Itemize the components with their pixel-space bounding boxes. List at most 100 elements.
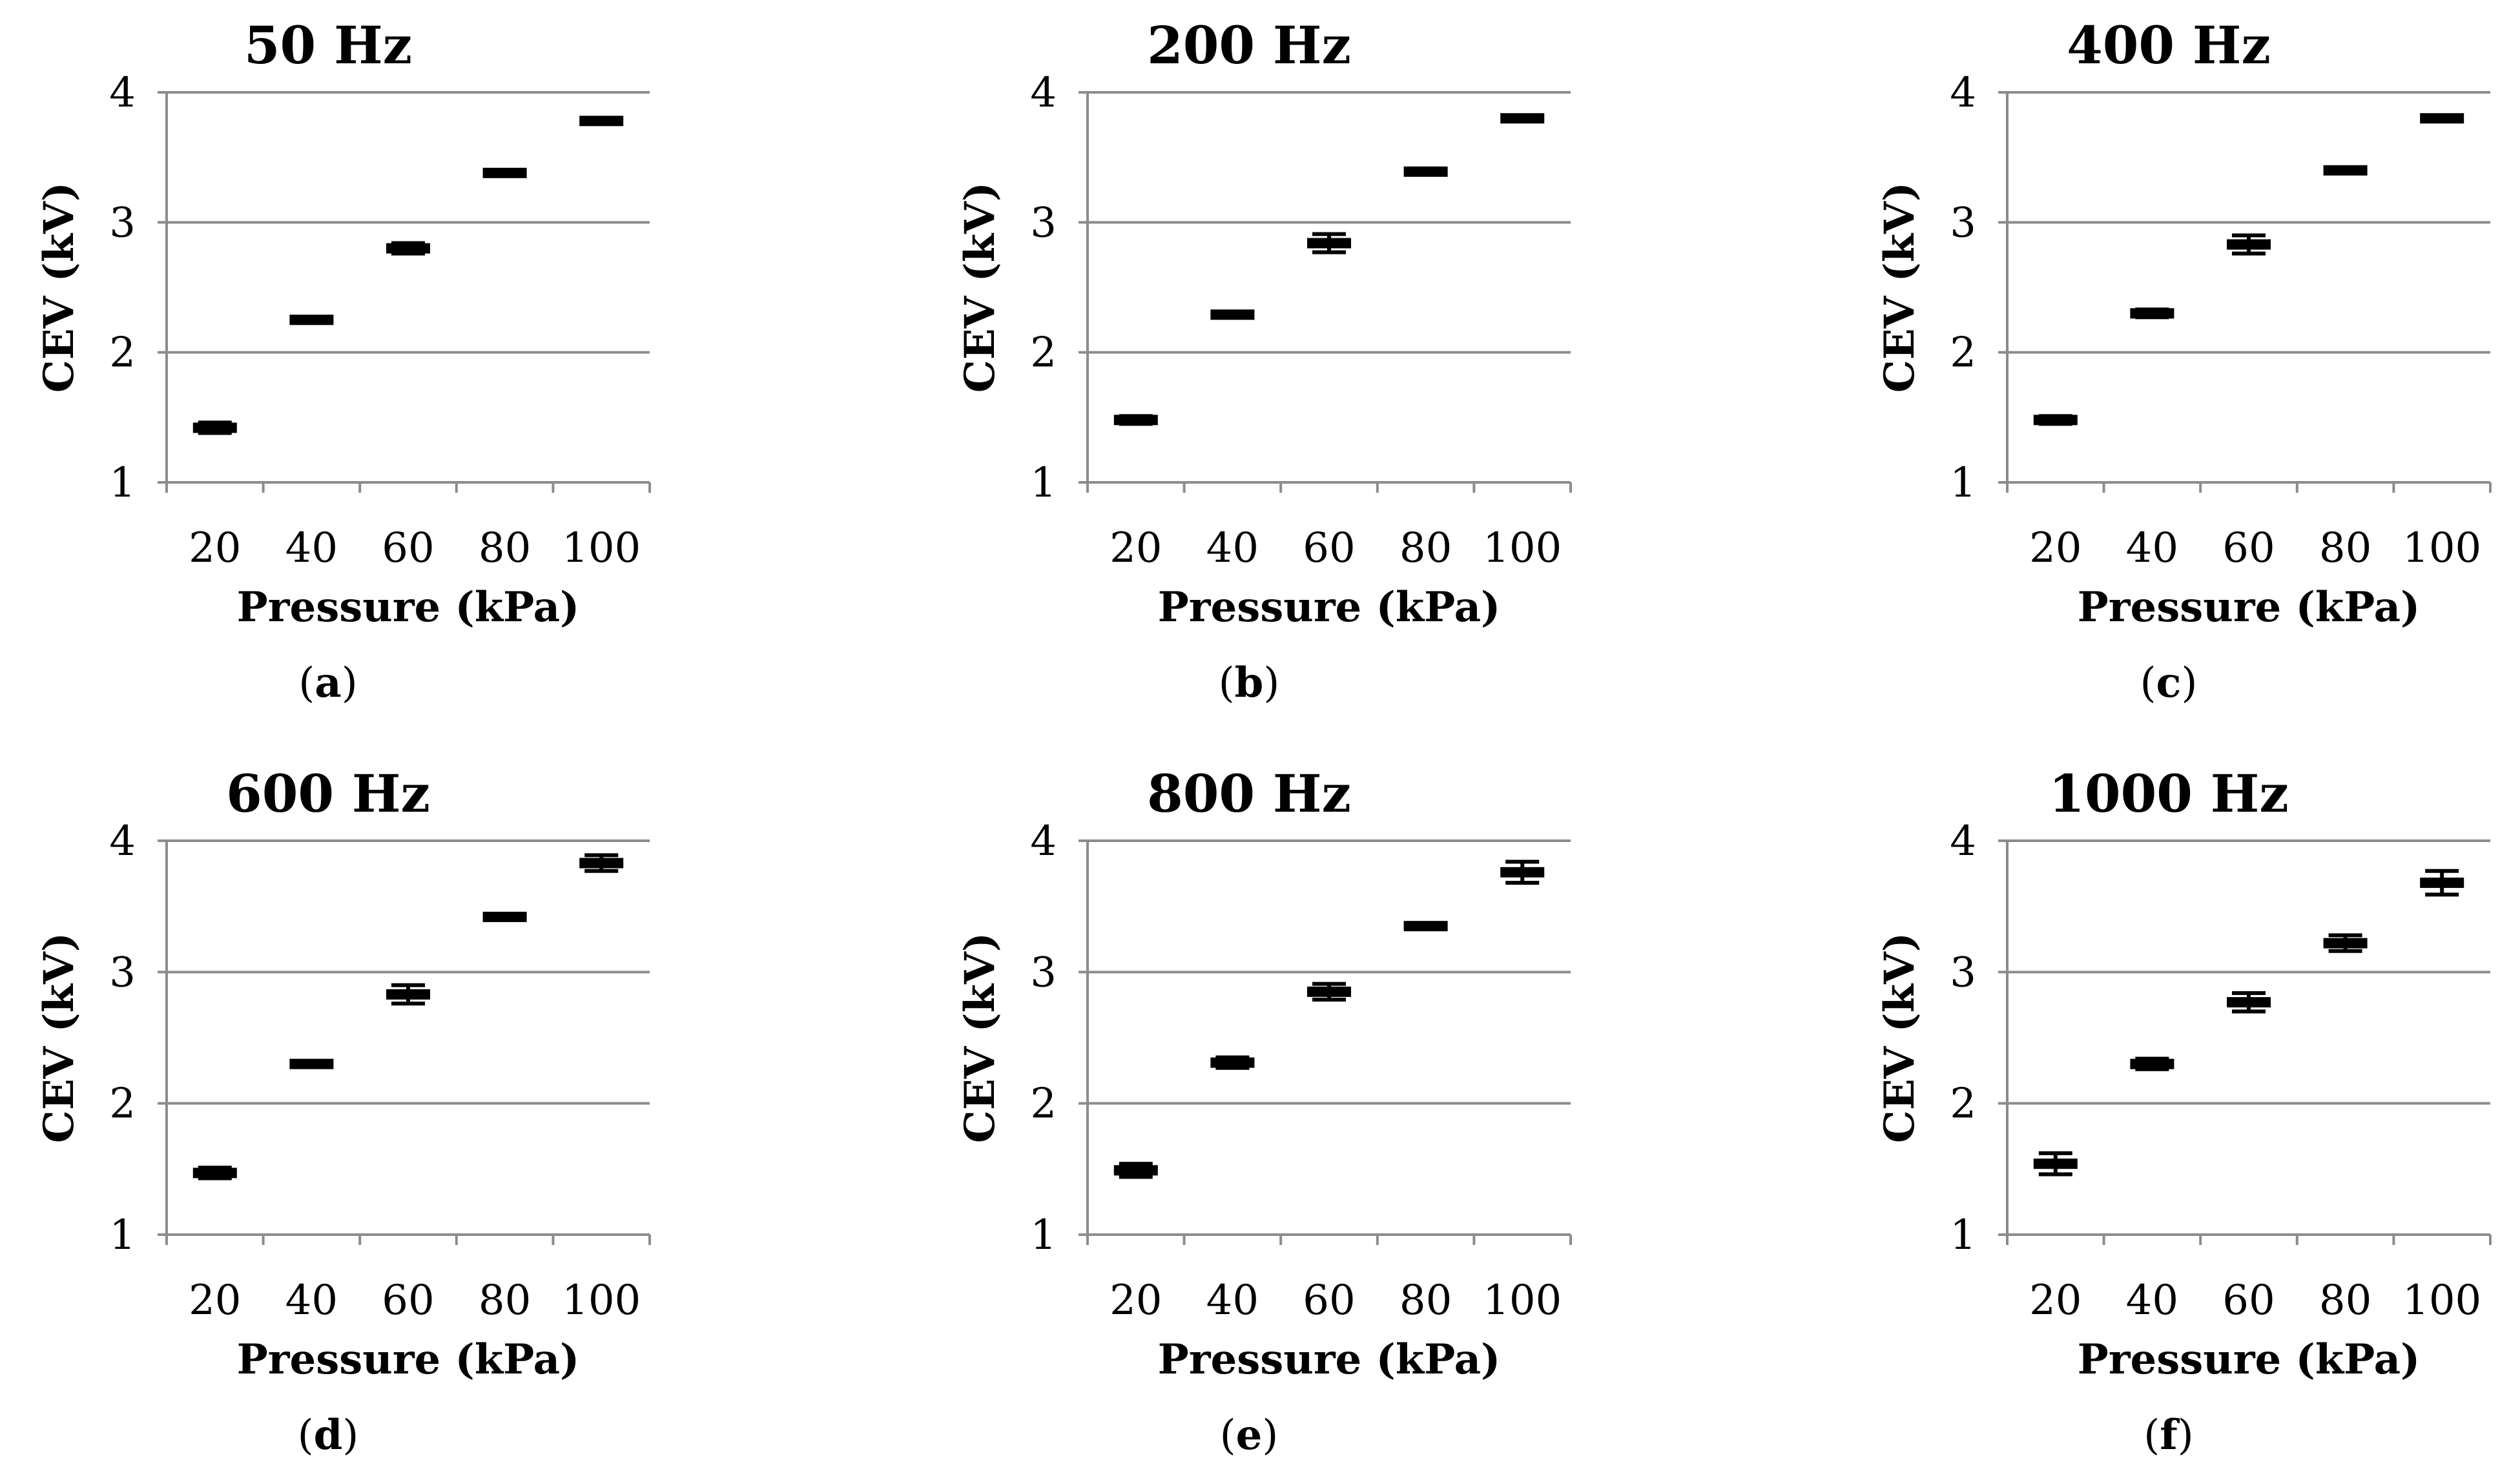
data-point	[2227, 239, 2271, 250]
data-point	[386, 243, 430, 254]
data-point	[2323, 938, 2368, 949]
y-tick-label: 1	[1030, 459, 1057, 507]
x-tick-label: 20	[189, 1277, 241, 1324]
data-point	[1403, 166, 1448, 177]
x-tick-label: 100	[2402, 1277, 2481, 1324]
panel-caption: (f)	[2143, 1411, 2193, 1459]
data-point	[1210, 309, 1255, 320]
y-tick-label: 2	[1030, 1080, 1057, 1128]
y-tick-label: 4	[109, 818, 136, 865]
panel-title: 200 Hz	[1147, 15, 1351, 76]
y-tick-label: 3	[1030, 949, 1057, 996]
panel-caption: (b)	[1219, 659, 1280, 707]
x-tick-label: 40	[285, 1277, 338, 1324]
x-tick-label: 40	[2126, 1277, 2178, 1324]
x-tick-label: 40	[2126, 524, 2178, 572]
data-point	[2033, 415, 2078, 426]
y-axis-title: CEV (kV)	[956, 932, 1004, 1143]
panel-caption: (a)	[298, 659, 357, 707]
y-axis-title: CEV (kV)	[35, 932, 83, 1143]
chart-panel-c: 400 Hz 1 2 3 4 20 40 60 80 100 Pressure (kPa) CEV (…	[1875, 15, 2492, 707]
x-tick-label: 40	[285, 524, 338, 572]
data-point	[1113, 1165, 1158, 1176]
y-tick-label: 2	[1030, 329, 1057, 377]
x-tick-label: 80	[479, 524, 531, 572]
y-tick-label: 1	[109, 459, 136, 507]
chart-panel-a: 50 Hz 1 2 3 4 20 40 60 80 100 Pressure (kPa) CEV (k…	[35, 15, 651, 707]
data-point	[2420, 878, 2464, 889]
y-tick-label: 2	[1950, 1080, 1976, 1128]
y-tick-label: 1	[1950, 459, 1976, 507]
data-point	[1307, 986, 1351, 997]
data-point	[289, 1058, 334, 1069]
data-point	[1113, 415, 1158, 426]
panel-caption: (e)	[1220, 1411, 1279, 1459]
data-point	[482, 167, 527, 178]
data-point	[482, 911, 527, 922]
x-tick-label: 20	[1110, 524, 1162, 572]
x-tick-label: 60	[382, 524, 434, 572]
data-point	[2227, 997, 2271, 1008]
x-tick-label: 60	[382, 1277, 434, 1324]
panel-title: 1000 Hz	[2049, 763, 2289, 824]
x-tick-label: 60	[2222, 524, 2275, 572]
y-tick-label: 4	[109, 69, 136, 117]
chart-panel-b: 200 Hz 1 2 3 4 20 40 60 80 100 Pressure (kPa) CEV (…	[956, 15, 1572, 707]
data-point	[2130, 308, 2174, 319]
data-point	[2420, 113, 2464, 124]
y-tick-label: 1	[109, 1211, 136, 1259]
data-point	[2033, 1158, 2078, 1169]
x-tick-label: 100	[562, 1277, 641, 1324]
x-tick-label: 80	[479, 1277, 531, 1324]
x-tick-label: 20	[1110, 1277, 1162, 1324]
data-point	[1210, 1057, 1255, 1068]
y-axis-title: CEV (kV)	[1875, 932, 1924, 1143]
y-axis-title: CEV (kV)	[956, 182, 1004, 393]
panel-title: 800 Hz	[1147, 763, 1351, 824]
y-tick-label: 3	[1950, 199, 1976, 247]
y-tick-label: 3	[109, 949, 136, 996]
x-tick-label: 40	[1206, 1277, 1259, 1324]
chart-panel-f: 1000 Hz 1 2 3 4 20 40 60 80 100 Pressure (kPa) CEV …	[1875, 763, 2492, 1459]
data-point	[1403, 921, 1448, 932]
y-tick-label: 2	[109, 1080, 136, 1128]
x-tick-label: 20	[189, 524, 241, 572]
x-tick-label: 20	[2029, 524, 2081, 572]
chart-panel-e: 800 Hz 1 2 3 4 20 40 60 80 100 Pressure (kPa) CEV (…	[956, 763, 1572, 1459]
y-tick-label: 2	[1950, 329, 1976, 377]
x-axis-title: Pressure (kPa)	[1158, 1335, 1501, 1384]
panel-caption: (c)	[2140, 659, 2198, 707]
data-point	[289, 314, 334, 325]
panel-caption: (d)	[298, 1411, 359, 1459]
chart-panel-d: 600 Hz 1 2 3 4 20 40 60 80 100 Pressure (kPa) CEV (…	[35, 763, 651, 1459]
y-tick-label: 4	[1030, 818, 1057, 865]
panel-title: 400 Hz	[2067, 15, 2271, 76]
x-axis-title: Pressure (kPa)	[2078, 1335, 2421, 1384]
x-tick-label: 100	[562, 524, 641, 572]
data-point	[192, 422, 237, 433]
y-axis-title: CEV (kV)	[1875, 182, 1924, 393]
x-axis-title: Pressure (kPa)	[237, 1335, 580, 1384]
data-point	[1500, 113, 1545, 124]
x-tick-label: 60	[2222, 1277, 2275, 1324]
x-tick-label: 80	[2319, 524, 2371, 572]
x-axis-title: Pressure (kPa)	[2078, 583, 2421, 632]
y-tick-label: 4	[1950, 818, 1976, 865]
data-point	[192, 1168, 237, 1178]
x-tick-label: 80	[1399, 1277, 1452, 1324]
y-tick-label: 2	[109, 329, 136, 377]
data-point	[2323, 165, 2368, 176]
data-point	[579, 858, 624, 869]
x-tick-label: 100	[1483, 524, 1562, 572]
panel-title: 50 Hz	[244, 15, 412, 76]
data-point	[1307, 238, 1351, 249]
y-tick-label: 1	[1950, 1211, 1976, 1259]
y-tick-label: 3	[1030, 199, 1057, 247]
x-tick-label: 40	[1206, 524, 1259, 572]
data-point	[1500, 867, 1545, 878]
y-tick-label: 4	[1030, 69, 1057, 117]
y-tick-label: 3	[109, 199, 136, 247]
x-tick-label: 100	[1483, 1277, 1562, 1324]
x-tick-label: 20	[2029, 1277, 2081, 1324]
